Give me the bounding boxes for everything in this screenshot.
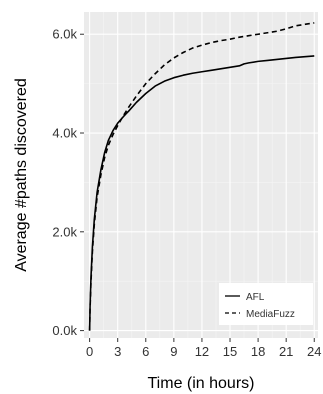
legend-label-afl: AFL [246,292,265,303]
x-tick-label: 18 [251,344,265,359]
x-tick-label: 24 [307,344,321,359]
x-tick-label: 15 [223,344,237,359]
x-axis: 0 3 6 9 12 15 18 21 24 [86,338,321,359]
y-axis-title: Average #paths discovered [13,78,30,272]
y-tick-label: 2.0k [52,224,77,239]
y-tick-label: 6.0k [52,27,77,42]
legend: AFL MediaFuzz [219,283,313,325]
y-axis: 0.0k 2.0k 4.0k 6.0k [52,27,84,338]
x-tick-label: 3 [114,344,121,359]
legend-label-mediafuzz: MediaFuzz [246,309,295,320]
x-tick-label: 21 [279,344,293,359]
series-layer [88,22,315,331]
series-line-afl [88,55,315,331]
legend-box [219,283,313,325]
x-tick-label: 6 [142,344,149,359]
minor-gridlines [84,12,318,338]
series-line-mediafuzz [88,22,315,331]
x-axis-title: Time (in hours) [148,375,255,392]
y-tick-label: 4.0k [52,126,77,141]
x-tick-label: 0 [86,344,93,359]
x-tick-label: 12 [195,344,209,359]
x-tick-label: 9 [170,344,177,359]
y-tick-label: 0.0k [52,323,77,338]
